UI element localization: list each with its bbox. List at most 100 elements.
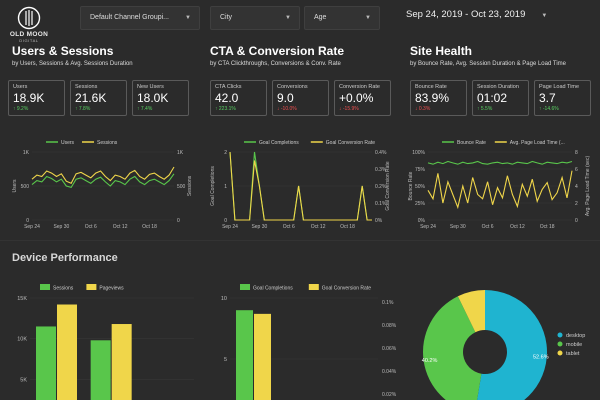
device-section-title: Device Performance (12, 252, 118, 264)
chevron-down-icon: ▼ (285, 15, 291, 21)
moon-logo-icon (17, 6, 41, 30)
y2-tick-label: 8 (575, 150, 578, 156)
legend-label: Goal Completions (259, 140, 299, 146)
kpi-label: Page Load Time (539, 84, 580, 90)
y2-tick-label: 0% (375, 218, 383, 224)
legend-swatch (40, 284, 50, 290)
cta-section-header: CTA & Conversion Rate by CTA Clickthroug… (210, 44, 344, 67)
legend-swatch (240, 284, 250, 290)
kpi-card: Conversions 9.0 ↓ -10.0% (272, 80, 329, 116)
kpi-value: 01:02 (477, 91, 508, 105)
y-axis-label: Bounce Rate (408, 171, 414, 200)
arrow-down-icon: ↓ (277, 106, 281, 112)
goals-bar-chart: Goal Completions Goal Conversion Rate 10 5 0… (221, 284, 397, 400)
y2-tick-label: 0.1% (375, 201, 387, 207)
y-tick-label: 10 (221, 296, 227, 302)
y2-tick-label: 0 (177, 218, 180, 224)
y-tick-label: 2 (224, 150, 227, 156)
kpi-label: Sessions (75, 84, 98, 90)
site-health-chart: Bounce Rate Avg. Page Load Time (... 100% 7… (408, 140, 591, 230)
y2-axis-label: Sessions (187, 175, 193, 196)
legend-label: Sessions (97, 140, 118, 146)
slice-label: 52.6% (533, 355, 549, 361)
y2-tick-label: 6 (575, 167, 578, 173)
y2-tick-label: 0.3% (375, 167, 387, 173)
cta-section-subtitle: by CTA Clickthroughs, Conversions & Conv… (210, 61, 341, 67)
kpi-card: CTA Clicks 42.0 ↑ 223.1% (210, 80, 267, 116)
y2-tick-label: 0.4% (375, 150, 387, 156)
y2-tick-label: 500 (177, 184, 186, 190)
kpi-label: New Users (137, 84, 164, 90)
kpi-delta-value: 0.3% (418, 106, 431, 112)
donut-slice (477, 290, 547, 400)
y-tick-label: 0% (418, 218, 426, 224)
city-filter-label: City (220, 14, 233, 21)
legend-label: desktop (566, 333, 585, 339)
kpi-label: Bounce Rate (415, 84, 447, 90)
kpi-delta-value: -10.0% (280, 106, 297, 112)
y-axis-label: Goal Completions (210, 166, 216, 206)
date-range-label: Sep 24, 2019 - Oct 23, 2019 (406, 9, 526, 20)
bar (36, 326, 56, 400)
y2-tick-label: 0.02% (382, 392, 397, 398)
x-tick-label: Oct 18 (142, 224, 157, 230)
slice-label: 40.2% (422, 358, 438, 364)
y-tick-label: 5K (20, 377, 27, 383)
y2-tick-label: 0.06% (382, 346, 397, 352)
y-tick-label: 100% (412, 150, 425, 156)
y-axis-label: Users (12, 179, 18, 193)
kpi-delta-value: 7.4% (140, 106, 153, 112)
kpi-value: 9.0 (277, 91, 294, 105)
users-section-subtitle: by Users, Sessions & Avg. Sessions Durat… (12, 61, 133, 67)
y2-tick-label: 0.1% (382, 300, 394, 306)
kpi-delta: ↑ 9.2% (13, 106, 60, 112)
x-tick-label: Sep 24 (24, 224, 40, 230)
bar (236, 310, 253, 400)
bar (90, 340, 111, 400)
users-section-title: Users & Sessions (12, 44, 114, 58)
y-tick-label: 10K (17, 337, 27, 343)
x-tick-label: Sep 24 (222, 224, 238, 230)
y-tick-label: 500 (21, 184, 30, 190)
users-sessions-chart: Users Sessions 1K 500 0 1K 500 0 Users Sessions Se… (12, 140, 193, 230)
channel-filter[interactable]: Default Channel Groupi... ▼ (80, 6, 200, 30)
kpi-label: Users (13, 84, 28, 90)
kpi-value: 18.9K (13, 91, 45, 105)
x-tick-label: Oct 18 (340, 224, 355, 230)
date-range-picker[interactable]: Sep 24, 2019 - Oct 23, 2019 ▼ (406, 9, 547, 20)
kpi-delta: ↓ 0.3% (415, 106, 462, 112)
x-tick-label: Sep 24 (420, 224, 436, 230)
legend-label: Goal Completions (253, 286, 293, 292)
chevron-down-icon: ▼ (541, 13, 548, 19)
kpi-value: 18.0K (137, 91, 169, 105)
donut-slice (423, 296, 482, 400)
kpi-label: CTA Clicks (215, 84, 242, 90)
section-divider (0, 240, 600, 241)
arrow-up-icon: ↑ (539, 106, 543, 112)
age-filter[interactable]: Age ▼ (304, 6, 380, 30)
x-tick-label: Sep 30 (53, 224, 69, 230)
arrow-up-icon: ↑ (477, 106, 481, 112)
series-line (427, 160, 573, 165)
x-tick-label: Sep 30 (251, 224, 267, 230)
y-tick-label: 1 (224, 184, 227, 190)
kpi-card: Users 18.9K ↑ 9.2% (8, 80, 65, 116)
kpi-delta: ↓ -10.0% (277, 106, 324, 112)
sessions-pageviews-bar-chart: Sessions Pageviews 15K 10K 5K (17, 284, 194, 400)
y2-axis-label: Avg. Page Load Time (sec) (585, 156, 591, 217)
arrow-down-icon: ↓ (415, 106, 419, 112)
legend-swatch (86, 284, 97, 290)
chevron-down-icon: ▼ (185, 15, 191, 21)
kpi-delta: ↑ 7.8% (75, 106, 122, 112)
chevron-down-icon: ▼ (365, 15, 371, 21)
city-filter[interactable]: City ▼ (210, 6, 300, 30)
legend-label: Bounce Rate (457, 140, 486, 146)
kpi-delta: ↑ 7.4% (137, 106, 184, 112)
x-tick-label: Oct 6 (85, 224, 97, 230)
series-line (229, 151, 372, 221)
legend-label: tablet (566, 351, 580, 357)
arrow-up-icon: ↑ (215, 106, 219, 112)
y2-tick-label: 0.04% (382, 369, 397, 375)
arrow-up-icon: ↑ (75, 106, 79, 112)
y-tick-label: 25% (415, 201, 426, 207)
